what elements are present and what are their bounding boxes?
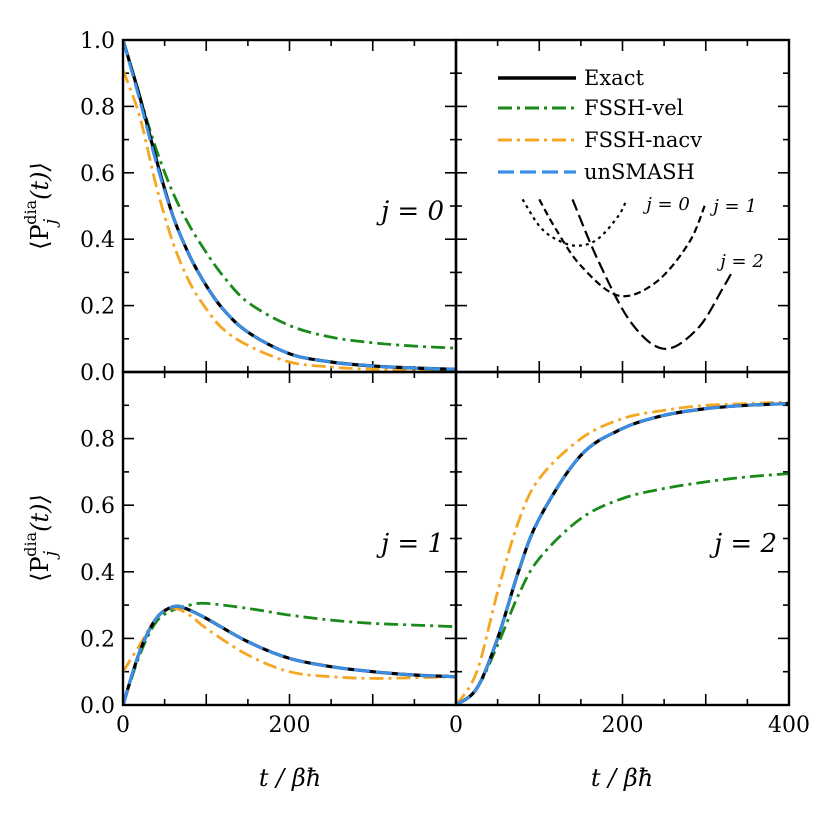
series-exact: [123, 604, 456, 705]
inset-label-j1: j = 1: [709, 196, 757, 217]
y-tick-label: 0.8: [80, 95, 115, 120]
panel-top-left: 0.0 0.2 0.4 0.6 0.8 1.0 j = 0: [80, 29, 458, 386]
y-tick-label: 0.6: [80, 494, 115, 519]
x-tick-label: 200: [602, 713, 644, 738]
series-unsmash: [123, 604, 456, 705]
panel-label: j = 1: [376, 529, 444, 559]
series-fssh-vel: [123, 601, 456, 705]
panel-label: j = 2: [709, 529, 777, 559]
series-unsmash: [456, 402, 789, 705]
y-axis-label-bottom: ⟨Pjdia(t)⟩: [21, 494, 61, 582]
panel-bottom-right: 0 200 400 j = 2: [449, 370, 810, 738]
series-unsmash: [123, 40, 456, 371]
legend: Exact FSSH-vel FSSH-nacv unSMASH: [498, 66, 702, 184]
x-axis-label-left: t / βħ: [259, 764, 321, 792]
y-tick-label: 0.2: [80, 295, 115, 320]
y-tick-label: 0.0: [80, 361, 115, 386]
x-tick-label: 0: [116, 713, 130, 738]
inset-label-j0: j = 0: [642, 194, 690, 215]
legend-label-fssh-nacv: FSSH-nacv: [584, 128, 702, 152]
inset-diagram: j = 0 j = 1 j = 2: [521, 194, 768, 350]
y-tick-label: 0.2: [80, 627, 115, 652]
y-tick-label: 0.8: [80, 428, 115, 453]
y-tick-label: 0.4: [80, 228, 115, 253]
inset-curve-j0: [521, 198, 628, 247]
series-fssh-nacv: [123, 606, 456, 680]
x-tick-label: 0: [449, 713, 463, 738]
legend-label-exact: Exact: [584, 66, 644, 90]
series-fssh-nacv: [456, 400, 789, 705]
x-axis-label-right: t / βħ: [591, 764, 653, 792]
series-fssh-nacv: [123, 69, 456, 372]
y-axis-label-top: ⟨Pjdia(t)⟩: [21, 162, 61, 250]
panel-frame: [454, 370, 791, 707]
y-tick-label: 0.4: [80, 561, 115, 586]
inset-label-j2: j = 2: [716, 251, 764, 272]
y-tick-label: 0.6: [80, 162, 115, 187]
inset-curve-j1: [538, 198, 707, 298]
y-tick-label: 0.0: [80, 694, 115, 719]
y-tick-label: 1.0: [80, 29, 115, 54]
x-tick-label: 200: [269, 713, 311, 738]
x-tick-label: 400: [768, 713, 810, 738]
panel-bottom-left: 0.0 0.2 0.4 0.6 0.8 0 200 j = 1: [80, 370, 458, 738]
axes-text: t / βħ t / βħ ⟨Pjdia(t)⟩ ⟨Pjdia(t)⟩: [21, 162, 653, 792]
legend-label-unsmash: unSMASH: [584, 160, 695, 184]
series-fssh-vel: [456, 472, 789, 705]
series-fssh-vel: [123, 40, 456, 350]
panel-label: j = 0: [376, 196, 444, 226]
inset-curve-j2: [571, 198, 740, 350]
legend-label-fssh-vel: FSSH-vel: [584, 96, 684, 120]
panels: 0.0 0.2 0.4 0.6 0.8 1.0 j = 0 j = 0 j = 1 j = 2 0.…: [80, 29, 810, 738]
